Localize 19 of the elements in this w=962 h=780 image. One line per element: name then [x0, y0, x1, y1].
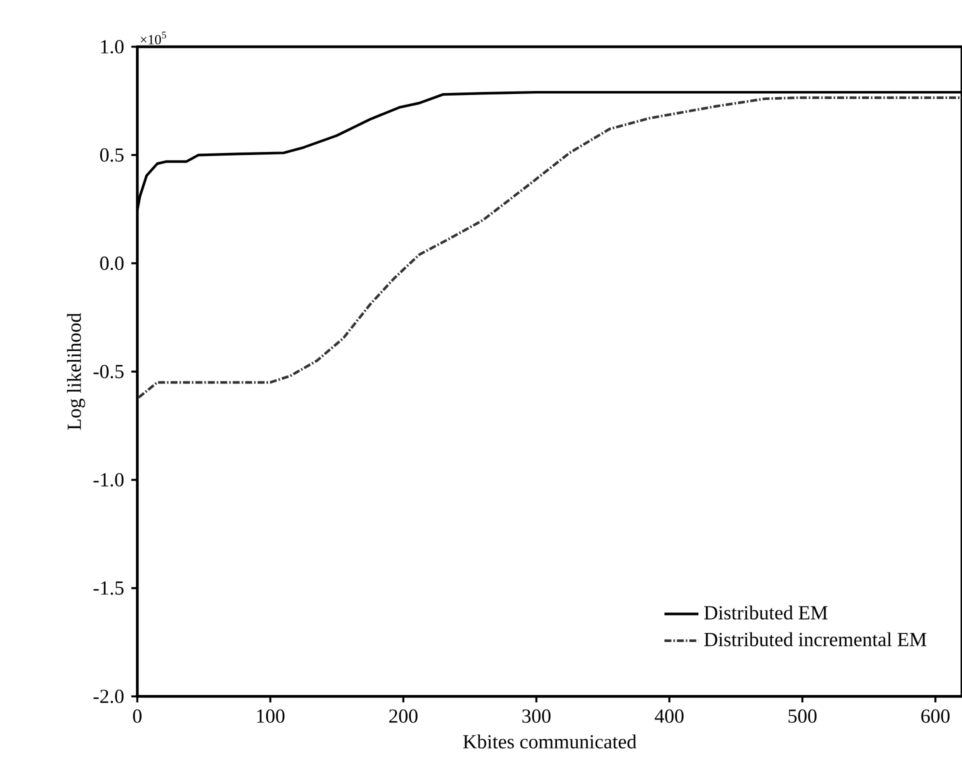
- y-tick-label: 1.0: [101, 40, 124, 54]
- legend-label: Distributed incremental EM: [704, 632, 926, 646]
- x-axis-title: Kbites communicated: [463, 734, 636, 748]
- y-tick-label: 0.5: [100, 148, 124, 162]
- x-tick-label: 0: [133, 709, 142, 723]
- x-tick-label: 400: [654, 709, 684, 723]
- y-axis-title: Log likelihood: [66, 312, 86, 430]
- x-tick-label: 500: [788, 709, 817, 723]
- legend-label: Distributed EM: [704, 606, 828, 620]
- x-tick-label: 300: [522, 709, 551, 723]
- y-tick-label: 0.0: [100, 256, 124, 270]
- y-tick-label: -2.0: [94, 690, 124, 704]
- x-tick-label: 600: [921, 709, 950, 723]
- x-tick-label: 200: [389, 709, 418, 723]
- y-tick-label: -1.5: [94, 581, 124, 595]
- y-tick-label: -0.5: [94, 364, 124, 378]
- y-tick-label: -1.0: [94, 473, 124, 487]
- x-tick-label: 100: [257, 709, 284, 723]
- text: ×10$^{5}$: [140, 32, 166, 44]
